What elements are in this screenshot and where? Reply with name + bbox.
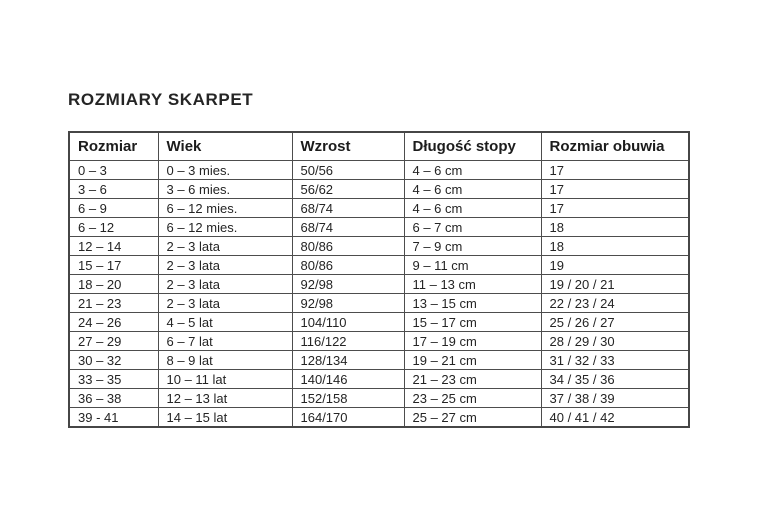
table-row: 27 – 29 6 – 7 lat 116/122 17 – 19 cm 28 / 29… xyxy=(68,331,690,351)
table-cell: 68/74 xyxy=(291,198,405,218)
table-cell: 18 – 20 xyxy=(68,274,159,294)
table-cell: 12 – 14 xyxy=(68,236,159,256)
table-cell: 34 / 35 / 36 xyxy=(540,369,690,389)
table-cell: 92/98 xyxy=(291,274,405,294)
table-row: 21 – 23 2 – 3 lata 92/98 13 – 15 cm 22 / 23 … xyxy=(68,293,690,313)
table-cell: 13 – 15 cm xyxy=(403,293,542,313)
table-cell: 17 xyxy=(540,160,690,180)
table-cell: 80/86 xyxy=(291,255,405,275)
table-cell: 0 – 3 mies. xyxy=(157,160,293,180)
table-cell: 140/146 xyxy=(291,369,405,389)
table-cell: 19 – 21 cm xyxy=(403,350,542,370)
table-cell: 9 – 11 cm xyxy=(403,255,542,275)
table-cell: 22 / 23 / 24 xyxy=(540,293,690,313)
table-row: 36 – 38 12 – 13 lat 152/158 23 – 25 cm 37 / … xyxy=(68,388,690,408)
table-cell: 2 – 3 lata xyxy=(157,274,293,294)
header-row: Rozmiar Wiek Wzrost Długość stopy Rozmia… xyxy=(68,131,690,161)
table-cell: 30 – 32 xyxy=(68,350,159,370)
table-cell: 0 – 3 xyxy=(68,160,159,180)
table-cell: 3 – 6 mies. xyxy=(157,179,293,199)
table-cell: 15 – 17 cm xyxy=(403,312,542,332)
table-cell: 6 – 7 lat xyxy=(157,331,293,351)
table-cell: 56/62 xyxy=(291,179,405,199)
column-header-wiek: Wiek xyxy=(157,131,293,161)
table-cell: 11 – 13 cm xyxy=(403,274,542,294)
table-cell: 25 / 26 / 27 xyxy=(540,312,690,332)
table-cell: 4 – 6 cm xyxy=(403,198,542,218)
table-row: 24 – 26 4 – 5 lat 104/110 15 – 17 cm 25 / 26… xyxy=(68,312,690,332)
table-cell: 28 / 29 / 30 xyxy=(540,331,690,351)
table-cell: 92/98 xyxy=(291,293,405,313)
table-cell: 68/74 xyxy=(291,217,405,237)
table-cell: 18 xyxy=(540,236,690,256)
table-cell: 4 – 5 lat xyxy=(157,312,293,332)
column-header-wzrost: Wzrost xyxy=(291,131,405,161)
table-cell: 10 – 11 lat xyxy=(157,369,293,389)
table-row: 12 – 14 2 – 3 lata 80/86 7 – 9 cm 18 xyxy=(68,236,690,256)
table-cell: 128/134 xyxy=(291,350,405,370)
table-row: 15 – 17 2 – 3 lata 80/86 9 – 11 cm 19 xyxy=(68,255,690,275)
table-cell: 2 – 3 lata xyxy=(157,236,293,256)
table-cell: 19 xyxy=(540,255,690,275)
table-row: 18 – 20 2 – 3 lata 92/98 11 – 13 cm 19 / 20 … xyxy=(68,274,690,294)
page-title: ROZMIARY SKARPET xyxy=(68,90,254,109)
table-cell: 24 – 26 xyxy=(68,312,159,332)
column-header-rozmiar: Rozmiar xyxy=(68,131,159,161)
table-cell: 50/56 xyxy=(291,160,405,180)
table-cell: 27 – 29 xyxy=(68,331,159,351)
table-cell: 31 / 32 / 33 xyxy=(540,350,690,370)
table-cell: 37 / 38 / 39 xyxy=(540,388,690,408)
table-row: 39 - 41 14 – 15 lat 164/170 25 – 27 cm 40 / … xyxy=(68,407,690,428)
table-cell: 164/170 xyxy=(291,407,405,428)
table-cell: 80/86 xyxy=(291,236,405,256)
table-cell: 152/158 xyxy=(291,388,405,408)
table-cell: 6 – 7 cm xyxy=(403,217,542,237)
table-cell: 4 – 6 cm xyxy=(403,179,542,199)
table-cell: 116/122 xyxy=(291,331,405,351)
table-cell: 36 – 38 xyxy=(68,388,159,408)
table-cell: 21 – 23 cm xyxy=(403,369,542,389)
table-cell: 12 – 13 lat xyxy=(157,388,293,408)
table-cell: 6 – 12 mies. xyxy=(157,198,293,218)
table-cell: 25 – 27 cm xyxy=(403,407,542,428)
table-row: 33 – 35 10 – 11 lat 140/146 21 – 23 cm 34 / … xyxy=(68,369,690,389)
table-row: 30 – 32 8 – 9 lat 128/134 19 – 21 cm 31 / 32… xyxy=(68,350,690,370)
table-cell: 2 – 3 lata xyxy=(157,293,293,313)
table-cell: 104/110 xyxy=(291,312,405,332)
table-cell: 17 xyxy=(540,198,690,218)
table-cell: 15 – 17 xyxy=(68,255,159,275)
table-cell: 2 – 3 lata xyxy=(157,255,293,275)
table-cell: 3 – 6 xyxy=(68,179,159,199)
table-cell: 17 – 19 cm xyxy=(403,331,542,351)
table-cell: 19 / 20 / 21 xyxy=(540,274,690,294)
table-cell: 40 / 41 / 42 xyxy=(540,407,690,428)
table-cell: 18 xyxy=(540,217,690,237)
table-cell: 4 – 6 cm xyxy=(403,160,542,180)
column-header-rozmiar-obuwia: Rozmiar obuwia xyxy=(540,131,690,161)
table-cell: 33 – 35 xyxy=(68,369,159,389)
table-row: 6 – 12 6 – 12 mies. 68/74 6 – 7 cm 18 xyxy=(68,217,690,237)
table-cell: 21 – 23 xyxy=(68,293,159,313)
table-cell: 7 – 9 cm xyxy=(403,236,542,256)
table-cell: 8 – 9 lat xyxy=(157,350,293,370)
table-cell: 6 – 12 mies. xyxy=(157,217,293,237)
table-cell: 14 – 15 lat xyxy=(157,407,293,428)
table-cell: 39 - 41 xyxy=(68,407,159,428)
column-header-dlugosc-stopy: Długość stopy xyxy=(403,131,542,161)
table-cell: 23 – 25 cm xyxy=(403,388,542,408)
table-cell: 6 – 9 xyxy=(68,198,159,218)
table-cell: 6 – 12 xyxy=(68,217,159,237)
table-header: Rozmiar Wiek Wzrost Długość stopy Rozmia… xyxy=(68,131,690,161)
sock-size-table: Rozmiar Wiek Wzrost Długość stopy Rozmia… xyxy=(68,131,690,428)
table-cell: 17 xyxy=(540,179,690,199)
